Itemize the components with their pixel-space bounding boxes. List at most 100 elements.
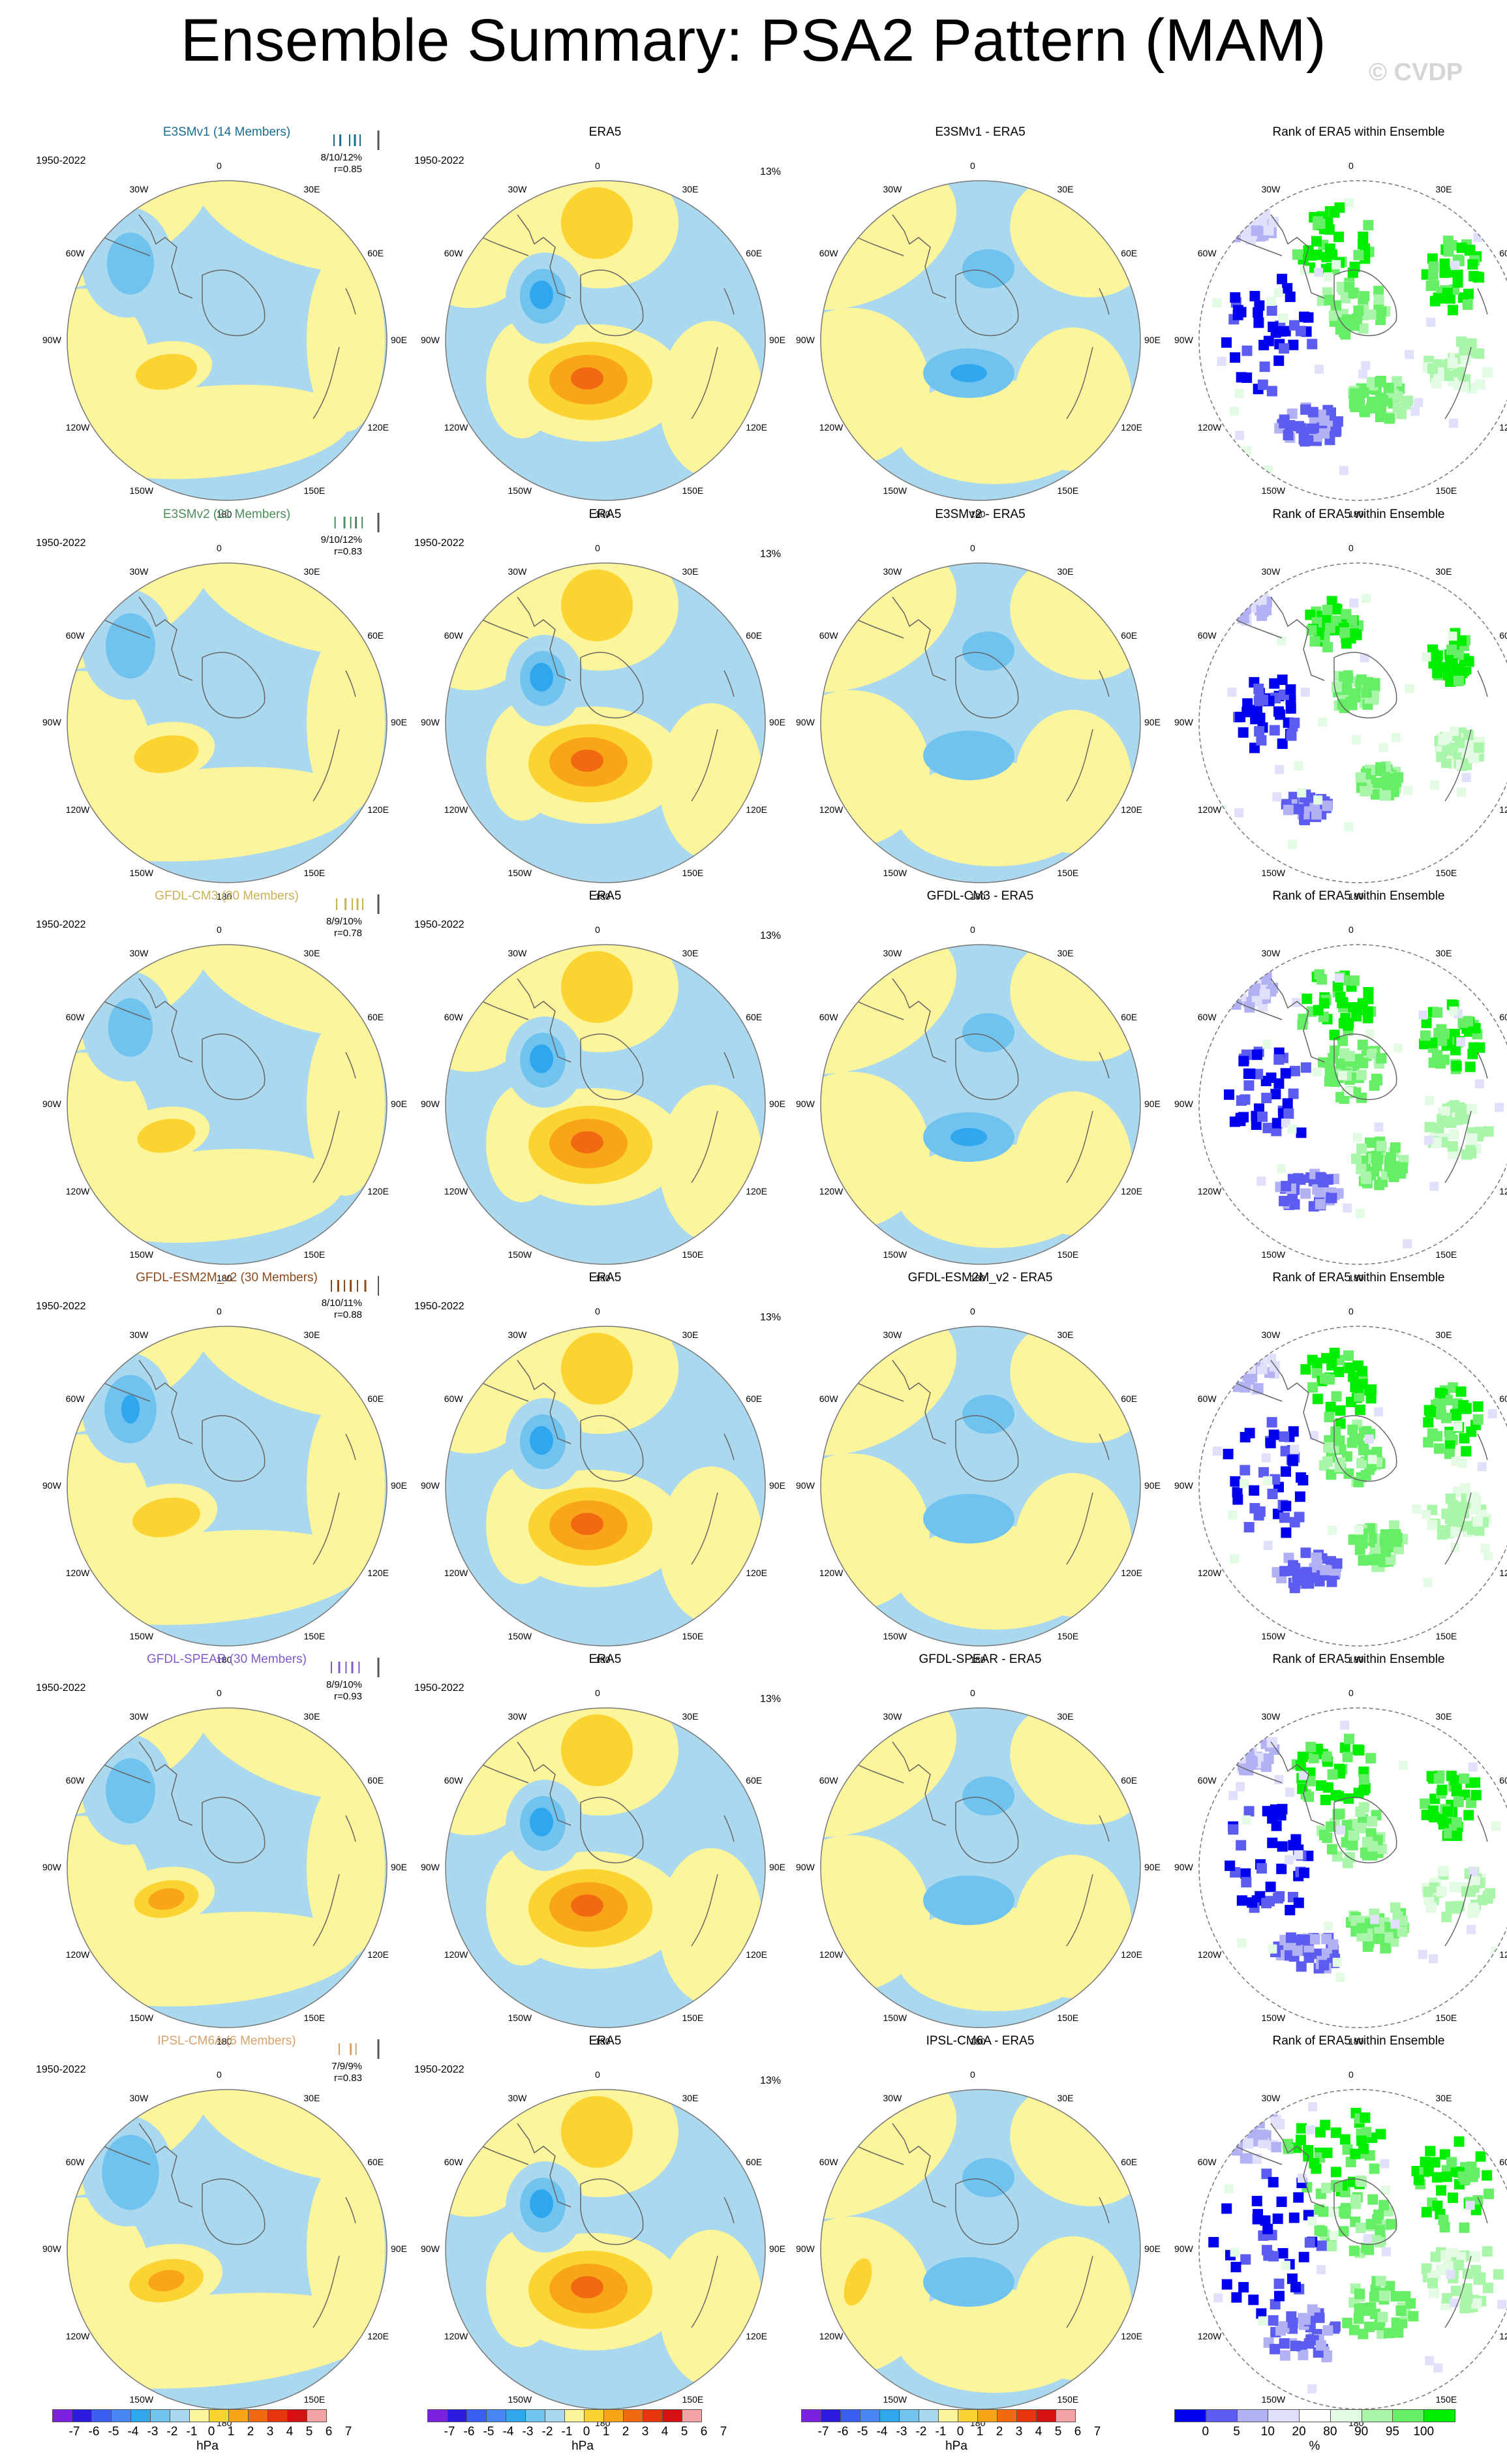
rank-cell: [1446, 645, 1457, 656]
rank-cell: [1234, 431, 1244, 440]
rank-cell: [1293, 1897, 1304, 1908]
rank-cell: [1261, 2168, 1272, 2180]
rank-cell: [1467, 2171, 1478, 2182]
rank-cell: [1299, 1867, 1310, 1878]
colorbar-cell: [584, 2409, 604, 2422]
rank-cell: [1360, 785, 1371, 797]
rank-cell: [1311, 1358, 1322, 1369]
colorbar-tick: -4: [127, 2425, 139, 2439]
variance-explained: 8/10/11%: [321, 1298, 362, 1309]
longitude-label: 120W: [819, 1567, 844, 1578]
rank-cell: [1390, 1142, 1401, 1153]
rank-cell: [1432, 1007, 1443, 1018]
rank-cell: [1446, 2270, 1455, 2279]
rank-cell: [1253, 683, 1264, 694]
member-spread-glyph: [331, 1658, 380, 1677]
map-outline: [67, 180, 388, 501]
colorbar-cell: [564, 2409, 585, 2422]
longitude-label: 120E: [746, 421, 767, 433]
rank-cell: [1480, 1544, 1490, 1553]
longitude-label: 60E: [746, 2156, 763, 2167]
rank-cell: [1423, 1417, 1434, 1428]
rank-cell: [1255, 1339, 1265, 1349]
era5-title: ERA5: [588, 1652, 622, 1666]
longitude-label: 30W: [129, 2092, 149, 2103]
longitude-label: 150E: [1057, 2013, 1079, 2024]
rank-cell: [1230, 292, 1241, 303]
rank-cell: [1420, 2156, 1431, 2167]
rank-cell: [1361, 361, 1371, 371]
longitude-label: 180: [217, 2036, 232, 2046]
rank-cell: [1256, 1176, 1266, 1186]
rank-cell: [1335, 1091, 1347, 1103]
rank-cell: [1343, 1733, 1354, 1744]
rank-cell: [1455, 2251, 1467, 2262]
longitude-label: 120W: [1197, 804, 1222, 815]
era5-title: ERA5: [588, 125, 622, 139]
colorbar-cell: [287, 2409, 307, 2422]
rank-cell: [1369, 2291, 1380, 2302]
longitude-label: 180: [1348, 891, 1364, 902]
longitude-label: 60W: [444, 630, 463, 641]
rank-cell: [1326, 407, 1337, 418]
rank-cell: [1428, 1057, 1439, 1068]
longitude-label: 30E: [1057, 183, 1074, 194]
rank-cell: [1348, 2245, 1360, 2257]
rank-cell: [1482, 2246, 1493, 2257]
longitude-label: 60E: [367, 1011, 384, 1022]
rank-cell: [1418, 1010, 1428, 1020]
rank-cell: [1361, 2242, 1372, 2253]
rank-cell: [1272, 792, 1282, 802]
rank-cell: [1237, 1938, 1247, 1948]
rank-cell: [1457, 1400, 1469, 1411]
colorbar-tick: -7: [817, 2425, 829, 2439]
rank-cell: [1290, 1834, 1302, 1845]
colorbar-tick: 4: [286, 2425, 294, 2439]
rank-cell: [1285, 703, 1296, 714]
rank-cell: [1266, 386, 1277, 397]
rank-cell: [1330, 1789, 1341, 1801]
map-outline: [1198, 944, 1507, 1265]
era5-title: ERA5: [588, 508, 622, 521]
longitude-label: 90W: [421, 335, 440, 345]
rank-cell: [1474, 348, 1485, 359]
rank-cell: [1470, 1789, 1482, 1801]
colorbar-tick: 5: [680, 2425, 688, 2439]
rank-cell: [1236, 1895, 1247, 1906]
rank-cell: [1234, 592, 1245, 603]
colorbar-tick: -4: [876, 2425, 888, 2439]
rank-cell: [1240, 1741, 1251, 1752]
rank-cell: [1421, 2263, 1432, 2274]
rank-cell: [1384, 773, 1395, 784]
rank-cell: [1482, 367, 1493, 378]
rank-cell: [1249, 1502, 1260, 1513]
rank-cell: [1221, 1354, 1232, 1365]
antarctica-coastline: [1270, 1360, 1397, 1482]
antarctica-coastline: [892, 1360, 1019, 1482]
rank-cell: [1354, 1525, 1364, 1535]
rank-cell: [1342, 1752, 1353, 1763]
colorbar-tick: -2: [166, 2425, 178, 2439]
rank-cell: [1225, 1349, 1236, 1360]
rank-cell: [1277, 636, 1286, 646]
model-title: GFDL-ESM2M_v2 (30 Members): [136, 1271, 318, 1285]
rank-cell: [1437, 1114, 1448, 1125]
longitude-label: 30W: [129, 1711, 149, 1722]
positive-anomaly-region: [67, 2197, 151, 2367]
longitude-label: 60W: [1197, 1011, 1217, 1022]
longitude-label: 120E: [367, 421, 389, 433]
longitude-label: 90W: [796, 1862, 815, 1872]
rank-cell: [1245, 1068, 1256, 1079]
rank-cell: [1324, 1374, 1335, 1385]
rank-cell: [1429, 2287, 1440, 2298]
rank-cell: [1450, 726, 1459, 736]
rank-cell: [1443, 670, 1454, 681]
rank-cell: [1451, 1786, 1462, 1797]
longitude-label: 150E: [303, 2013, 326, 2024]
rank-cell: [1350, 1153, 1362, 1164]
rank-cell: [1296, 2123, 1307, 2134]
rank-cell: [1442, 288, 1453, 299]
rank-cell: [1322, 2325, 1333, 2336]
longitude-label: 150W: [883, 1249, 907, 1260]
rank-cell: [1256, 1863, 1267, 1874]
